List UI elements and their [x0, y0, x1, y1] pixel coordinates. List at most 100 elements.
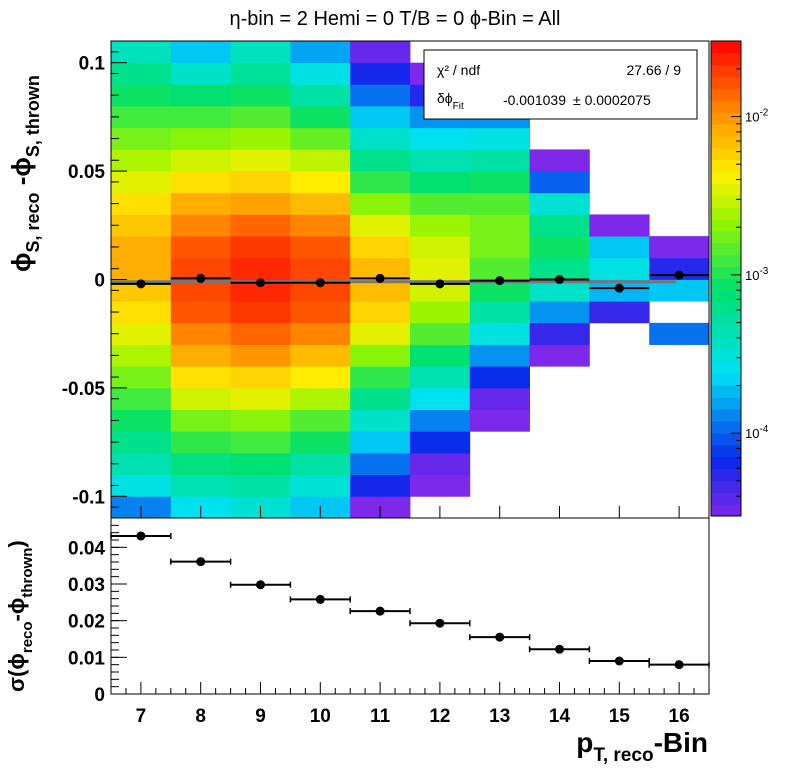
heatmap-cell [469, 387, 530, 410]
color-step [711, 456, 741, 470]
y-axis-label: ϕS, reco -ϕS, thrown [6, 75, 43, 272]
x-tick-label: 8 [195, 706, 206, 727]
color-step [711, 409, 741, 422]
y-tick-label: 0.1 [79, 54, 106, 75]
y-tick-label: 0.03 [68, 575, 105, 596]
heatmap-cell [350, 366, 411, 389]
heatmap-cell [649, 236, 710, 259]
heatmap-cell [230, 84, 291, 107]
heatmap-cell [350, 409, 411, 432]
color-step [711, 397, 741, 410]
heatmap-cell [111, 387, 172, 410]
heatmap-cell [111, 474, 172, 497]
top-panel: 0.1 0.05 0 -0.05 -0.1 ϕS, reco -ϕS, thrown [6, 40, 710, 519]
bottom-panel: 0.04 0.03 0.02 0.01 0 7 8 9 10 11 12 13 14 15 16 σ(ϕrec… [4, 517, 710, 766]
color-tick-label: 10-4 [745, 424, 769, 441]
heatmap-cell [529, 301, 590, 324]
heatmap-cell [410, 192, 471, 215]
mean-point [256, 278, 265, 288]
heatmap-cell [529, 236, 590, 259]
heatmap-cell [529, 279, 590, 302]
heatmap-cell [170, 366, 231, 389]
y-tick-label: 0.04 [68, 538, 105, 559]
heatmap-cell [290, 322, 351, 345]
heatmap-cell [410, 366, 471, 389]
sigma-point [375, 606, 385, 616]
sigma-point [136, 531, 146, 541]
heatmap-cell [111, 149, 172, 172]
heatmap-cell [230, 474, 291, 497]
heatmap-cell [350, 192, 411, 215]
chi2-label: χ² / ndf [437, 62, 480, 78]
fit-param-value: -0.001039 [503, 92, 566, 108]
color-step [711, 314, 741, 327]
heatmap-cell [290, 214, 351, 237]
heatmap-cell [350, 344, 411, 367]
color-step [711, 254, 741, 268]
heatmap-cell [170, 322, 231, 345]
heatmap-cell [170, 171, 231, 194]
heatmap-cell [410, 171, 471, 194]
heatmap-cell [111, 171, 172, 194]
heatmap-cell [111, 279, 172, 302]
heatmap-cell [410, 409, 471, 432]
color-step [711, 207, 741, 220]
heatmap-cell [111, 301, 172, 324]
color-step [711, 302, 741, 315]
heatmap-cell [410, 127, 471, 150]
heatmap-cell [469, 279, 530, 302]
heatmap-cell [230, 452, 291, 476]
heatmap-cell [469, 192, 530, 215]
color-step [711, 361, 741, 375]
x-tick-label: 11 [370, 706, 391, 727]
heatmap-cell [111, 366, 172, 389]
heatmap-cell [410, 344, 471, 367]
color-step [711, 326, 741, 339]
heatmap-cell [111, 192, 172, 215]
heatmap-cell [230, 387, 291, 410]
color-step [711, 468, 741, 481]
sigma-point [674, 660, 684, 670]
heatmap-cell [529, 344, 590, 367]
mean-point [136, 279, 146, 289]
color-step [711, 231, 741, 244]
heatmap-cell [290, 171, 351, 194]
color-step [711, 373, 741, 386]
x-tick-label: 10 [310, 706, 331, 727]
heatmap-cell [350, 106, 411, 129]
heatmap-cell [410, 431, 471, 454]
heatmap-cell [111, 452, 172, 476]
heatmap-cell [410, 474, 471, 497]
color-step [711, 41, 741, 54]
heatmap-cells [111, 41, 710, 519]
color-step [711, 337, 741, 351]
heatmap-cell [350, 257, 411, 280]
heatmap-cell [350, 474, 411, 497]
sigma-point [435, 618, 445, 628]
sigma-point [614, 656, 624, 666]
heatmap-cell [290, 344, 351, 367]
heatmap-cell [111, 106, 172, 129]
heatmap-cell [111, 127, 172, 150]
heatmap-cell [290, 106, 351, 129]
heatmap-cell [111, 62, 172, 85]
y-tick-label: 0.01 [68, 648, 105, 669]
y-tick-label: 0.05 [68, 162, 105, 183]
heatmap-cell [589, 236, 650, 259]
heatmap-cell [170, 387, 231, 410]
mean-point [196, 273, 206, 283]
heatmap-cell [469, 301, 530, 324]
mean-point [435, 279, 445, 289]
heatmap-cell [170, 474, 231, 497]
color-step [711, 432, 741, 446]
heatmap-cell [170, 344, 231, 367]
heatmap-cell [529, 192, 590, 215]
heatmap-cell [469, 149, 530, 172]
heatmap-cell [230, 322, 291, 345]
heatmap-cell [410, 149, 471, 172]
heatmap-cell [350, 41, 411, 64]
heatmap-cell [290, 41, 351, 64]
y-tick-label: -0.05 [62, 379, 106, 400]
color-step [711, 385, 741, 398]
